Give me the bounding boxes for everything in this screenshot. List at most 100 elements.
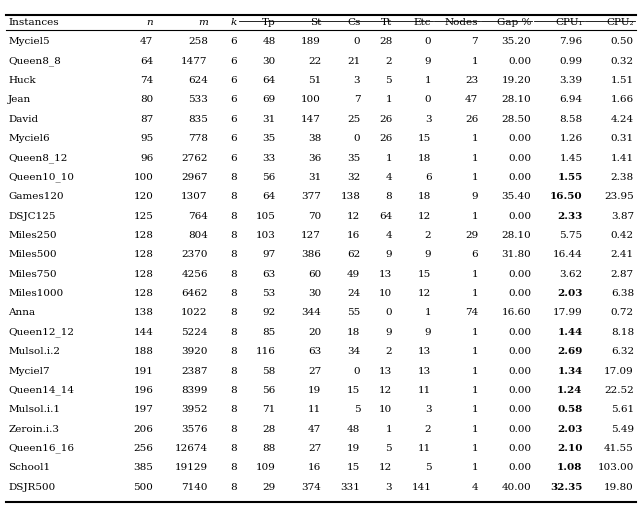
Text: 0.00: 0.00 — [508, 289, 531, 298]
Text: Myciel7: Myciel7 — [8, 367, 50, 376]
Text: 0.00: 0.00 — [508, 367, 531, 376]
Text: 19.80: 19.80 — [604, 483, 634, 492]
Text: 5: 5 — [385, 76, 392, 85]
Text: 12: 12 — [379, 463, 392, 473]
Text: 15: 15 — [418, 270, 431, 279]
Text: Queen8_12: Queen8_12 — [8, 153, 68, 163]
Text: 63: 63 — [308, 347, 321, 356]
Text: 804: 804 — [188, 231, 208, 240]
Text: Miles1000: Miles1000 — [8, 289, 63, 298]
Text: 48: 48 — [263, 37, 276, 47]
Text: 9: 9 — [425, 250, 431, 260]
Text: 1: 1 — [385, 424, 392, 434]
Text: 18: 18 — [418, 193, 431, 201]
Text: 2.03: 2.03 — [557, 424, 583, 434]
Text: 28.50: 28.50 — [502, 115, 531, 124]
Text: 109: 109 — [256, 463, 276, 473]
Text: Queen16_16: Queen16_16 — [8, 444, 74, 454]
Text: 1: 1 — [472, 289, 478, 298]
Text: 7: 7 — [472, 37, 478, 47]
Text: 128: 128 — [134, 289, 153, 298]
Text: Tp: Tp — [262, 18, 276, 27]
Text: 8: 8 — [230, 483, 236, 492]
Text: 206: 206 — [134, 424, 153, 434]
Text: 1.51: 1.51 — [611, 76, 634, 85]
Text: 56: 56 — [263, 386, 276, 395]
Text: 0.00: 0.00 — [508, 328, 531, 337]
Text: 4.24: 4.24 — [611, 115, 634, 124]
Text: 0.50: 0.50 — [611, 37, 634, 47]
Text: 128: 128 — [134, 270, 153, 279]
Text: 8: 8 — [230, 193, 236, 201]
Text: 778: 778 — [188, 134, 208, 143]
Text: 97: 97 — [263, 250, 276, 260]
Text: 5: 5 — [385, 444, 392, 453]
Text: 4256: 4256 — [181, 270, 208, 279]
Text: 1: 1 — [472, 444, 478, 453]
Text: 1: 1 — [472, 406, 478, 414]
Text: 7140: 7140 — [181, 483, 208, 492]
Text: 28: 28 — [263, 424, 276, 434]
Text: 1022: 1022 — [181, 309, 208, 317]
Text: 0.42: 0.42 — [611, 231, 634, 240]
Text: CPU₁: CPU₁ — [555, 18, 583, 27]
Text: 8: 8 — [385, 193, 392, 201]
Text: Cs: Cs — [347, 18, 360, 27]
Text: 1.55: 1.55 — [557, 173, 583, 182]
Text: Tt: Tt — [381, 18, 392, 27]
Text: Mulsol.i.2: Mulsol.i.2 — [8, 347, 60, 356]
Text: 12: 12 — [379, 386, 392, 395]
Text: 8: 8 — [230, 424, 236, 434]
Text: 19: 19 — [347, 444, 360, 453]
Text: 13: 13 — [379, 367, 392, 376]
Text: 0: 0 — [385, 309, 392, 317]
Text: 120: 120 — [134, 193, 153, 201]
Text: 17.09: 17.09 — [604, 367, 634, 376]
Text: 500: 500 — [134, 483, 153, 492]
Text: 8: 8 — [230, 309, 236, 317]
Text: 58: 58 — [263, 367, 276, 376]
Text: 26: 26 — [379, 134, 392, 143]
Text: 125: 125 — [134, 211, 153, 221]
Text: 35.40: 35.40 — [502, 193, 531, 201]
Text: 28: 28 — [379, 37, 392, 47]
Text: 100: 100 — [301, 95, 321, 104]
Text: 0.00: 0.00 — [508, 444, 531, 453]
Text: 2: 2 — [425, 424, 431, 434]
Text: 8399: 8399 — [181, 386, 208, 395]
Text: 1: 1 — [472, 270, 478, 279]
Text: 47: 47 — [140, 37, 153, 47]
Text: 2: 2 — [425, 231, 431, 240]
Text: 103.00: 103.00 — [597, 463, 634, 473]
Text: 55: 55 — [347, 309, 360, 317]
Text: 1.45: 1.45 — [559, 154, 583, 162]
Text: 15: 15 — [347, 463, 360, 473]
Text: 21: 21 — [347, 57, 360, 66]
Text: 31.80: 31.80 — [502, 250, 531, 260]
Text: 386: 386 — [301, 250, 321, 260]
Text: Nodes: Nodes — [445, 18, 478, 27]
Text: Instances: Instances — [8, 18, 59, 27]
Text: 18: 18 — [418, 154, 431, 162]
Text: 24: 24 — [347, 289, 360, 298]
Text: 1: 1 — [472, 463, 478, 473]
Text: 38: 38 — [308, 134, 321, 143]
Text: Zeroin.i.3: Zeroin.i.3 — [8, 424, 59, 434]
Text: 18: 18 — [347, 328, 360, 337]
Text: 8: 8 — [230, 328, 236, 337]
Text: 0.31: 0.31 — [611, 134, 634, 143]
Text: 70: 70 — [308, 211, 321, 221]
Text: Mulsol.i.1: Mulsol.i.1 — [8, 406, 60, 414]
Text: 53: 53 — [263, 289, 276, 298]
Text: 3: 3 — [385, 483, 392, 492]
Text: 1.34: 1.34 — [557, 367, 583, 376]
Text: 3.39: 3.39 — [559, 76, 583, 85]
Text: Queen8_8: Queen8_8 — [8, 56, 61, 66]
Text: 0.00: 0.00 — [508, 463, 531, 473]
Text: 377: 377 — [301, 193, 321, 201]
Text: 3.62: 3.62 — [559, 270, 583, 279]
Text: 3952: 3952 — [181, 406, 208, 414]
Text: 35.20: 35.20 — [502, 37, 531, 47]
Text: 141: 141 — [412, 483, 431, 492]
Text: 6: 6 — [230, 57, 236, 66]
